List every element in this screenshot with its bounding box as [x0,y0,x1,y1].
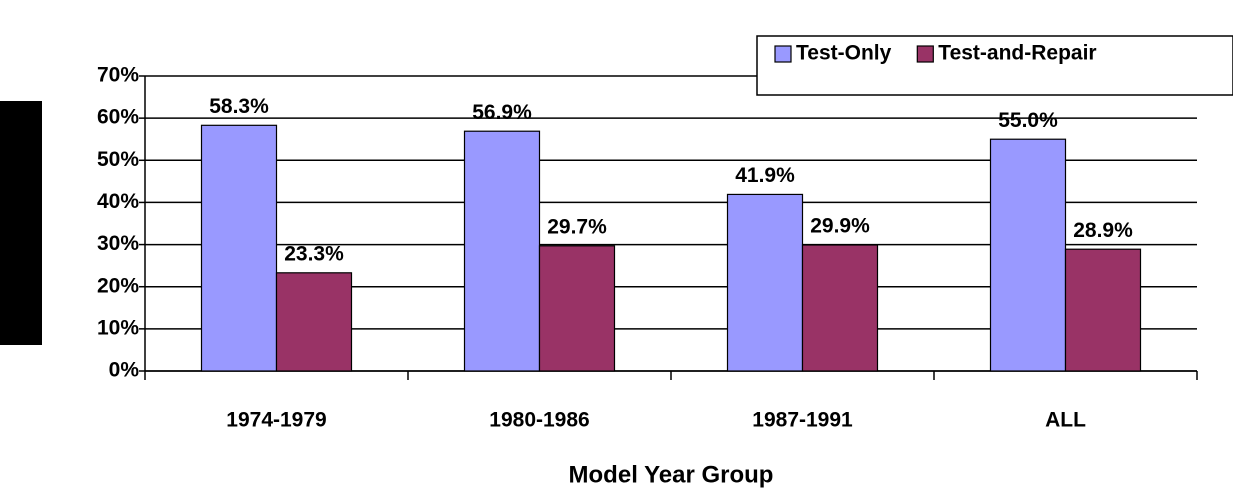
legend-box [756,35,1233,96]
bar [989,138,1067,372]
value-label: 56.9% [472,101,532,124]
x-axis-title: Model Year Group [569,461,774,488]
x-tick-label: 1974-1979 [226,409,326,432]
x-tick-label: ALL [1045,409,1086,432]
bar [200,124,278,372]
value-label: 29.9% [810,215,870,238]
value-label: 55.0% [998,109,1058,132]
legend-label: Test-Only [796,42,892,65]
x-tick-label: 1987-1991 [752,409,853,432]
value-label: 23.3% [284,242,344,265]
bar [538,245,616,372]
bar [275,272,353,372]
value-label: 58.3% [209,95,269,118]
y-tick-label: 10% [97,316,139,339]
legend-swatch [774,45,792,63]
bar [1064,248,1142,372]
y-tick-label: 40% [97,190,139,213]
y-tick-label: 50% [97,148,139,171]
value-label: 28.9% [1073,219,1133,242]
value-label: 41.9% [735,164,795,187]
bar [726,193,804,372]
y-tick-label: 60% [97,106,139,129]
value-label: 29.7% [547,215,607,238]
bar [801,244,879,372]
y-tick-label: 30% [97,232,139,255]
y-tick-label: 70% [97,64,139,87]
bar [463,130,541,372]
x-tick-label: 1980-1986 [489,409,589,432]
legend-swatch [916,45,934,63]
legend-label: Test-and-Repair [938,42,1096,65]
redacted-axis-title [0,101,42,345]
y-tick-label: 0% [109,359,140,382]
y-tick-label: 20% [97,274,139,297]
